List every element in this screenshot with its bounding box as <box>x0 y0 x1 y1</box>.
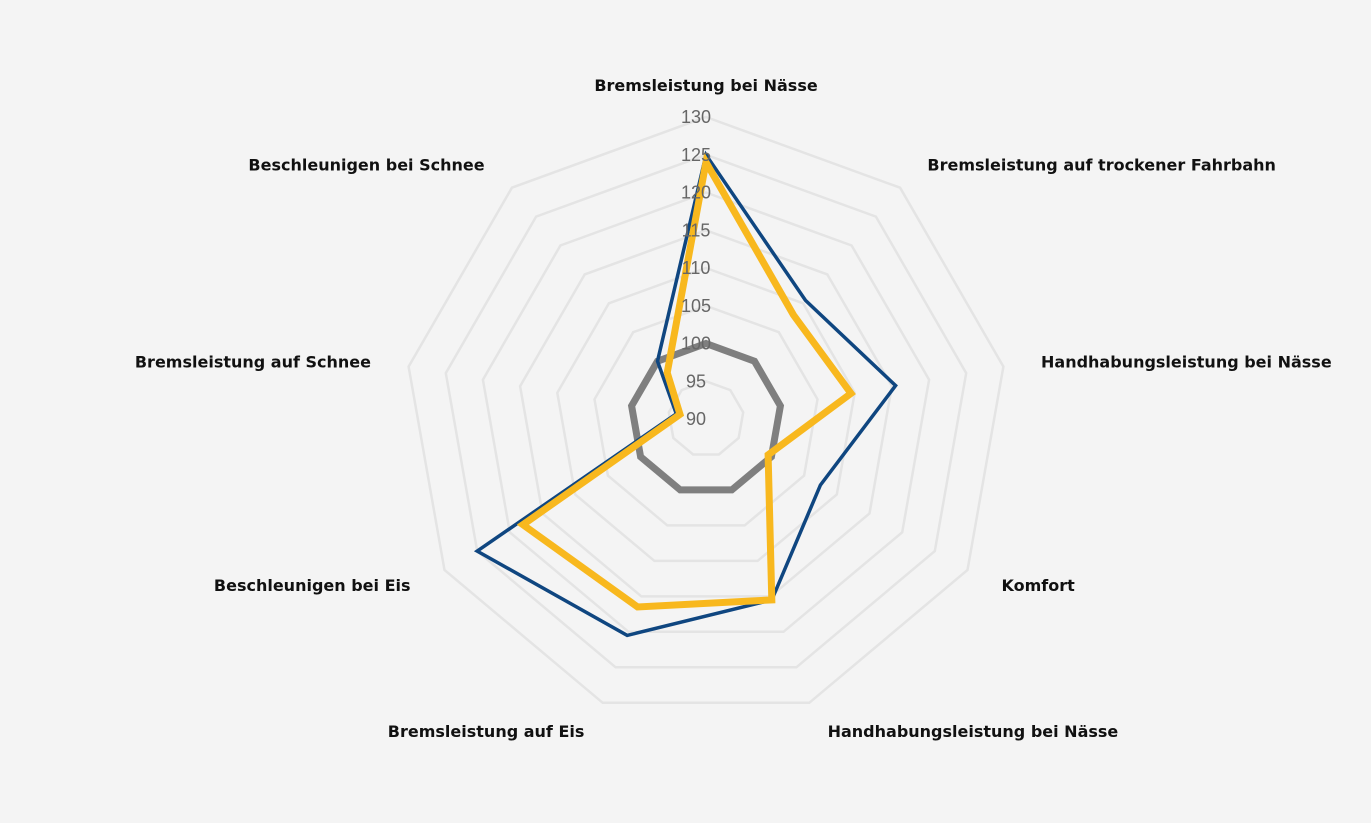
category-label: Bremsleistung auf Eis <box>388 722 585 741</box>
tick-label: 105 <box>681 296 711 316</box>
tick-label: 95 <box>686 371 706 391</box>
tick-label: 125 <box>681 145 711 165</box>
category-label: Beschleunigen bei Eis <box>214 576 411 595</box>
category-label: Handhabungsleistung bei Nässe <box>828 722 1119 741</box>
tick-label: 110 <box>682 258 711 278</box>
grid-ring <box>481 191 931 634</box>
category-label: Komfort <box>1002 576 1076 595</box>
tick-label: 120 <box>681 183 711 203</box>
series-line-2 <box>473 150 898 638</box>
category-label: Bremsleistung auf trockener Fahrbahn <box>927 156 1276 175</box>
category-label: Handhabungsleistung bei Nässe <box>1041 352 1332 371</box>
tick-label: 100 <box>681 334 711 354</box>
tick-label: 115 <box>682 220 711 240</box>
tick-layer: 90 95 100 105 110 115 120 125 130 <box>681 107 711 429</box>
series-layer <box>473 150 898 638</box>
grid-ring <box>407 115 1005 705</box>
tick-label: 90 <box>686 409 706 429</box>
category-label-layer: Bremsleistung bei Nässe Bremsleistung auf… <box>135 76 1332 741</box>
grid-ring <box>444 153 968 669</box>
grid-layer <box>407 115 1005 705</box>
category-label: Bremsleistung bei Nässe <box>594 76 818 95</box>
category-label: Bremsleistung auf Schnee <box>135 352 371 371</box>
grid-ring <box>518 228 894 598</box>
category-label: Beschleunigen bei Schnee <box>248 156 484 175</box>
tick-label: 130 <box>681 107 711 127</box>
grid-ring <box>555 266 857 563</box>
series-line-1 <box>627 339 785 494</box>
grid-ring <box>593 304 819 527</box>
series-line-3 <box>516 152 856 611</box>
